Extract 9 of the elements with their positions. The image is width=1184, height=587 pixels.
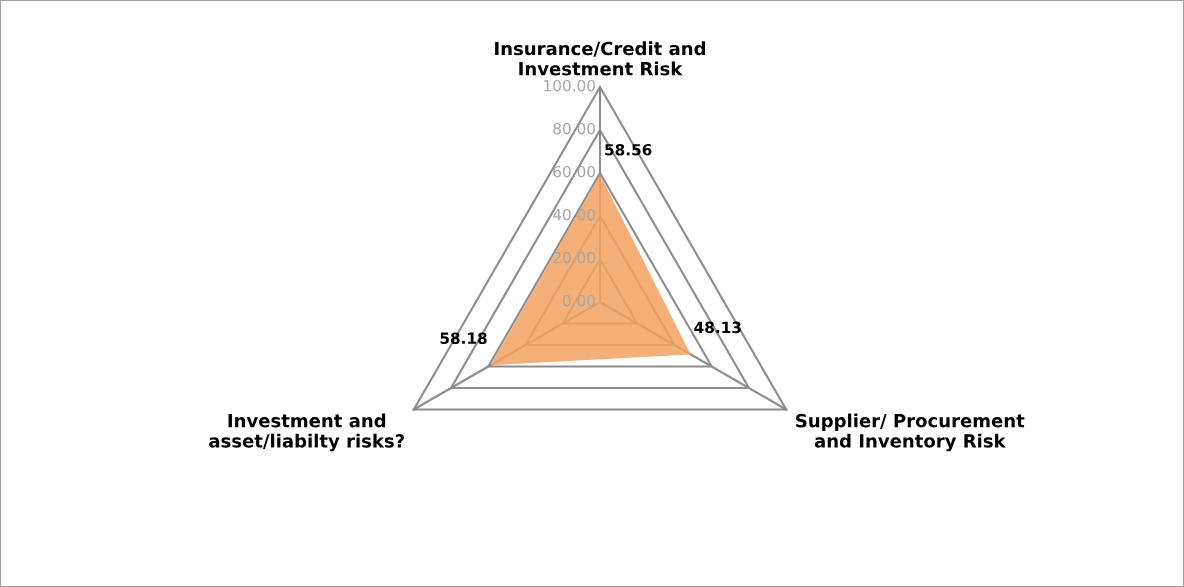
spoke-label: Insurance/Credit and Investment Risk <box>495 41 706 76</box>
y-tick-label: 100.00 <box>544 79 595 92</box>
spoke-label: Supplier/ Procurement and Inventory Risk <box>796 413 1025 452</box>
spoke-label: Investment and asset/liabilty risks? <box>209 413 404 452</box>
data-label: 58.56 <box>605 143 652 156</box>
data-label: 48.13 <box>694 321 741 334</box>
y-tick-label: 0.00 <box>562 294 595 307</box>
y-tick-label: 20.00 <box>553 251 595 264</box>
data-label: 58.18 <box>440 332 487 344</box>
